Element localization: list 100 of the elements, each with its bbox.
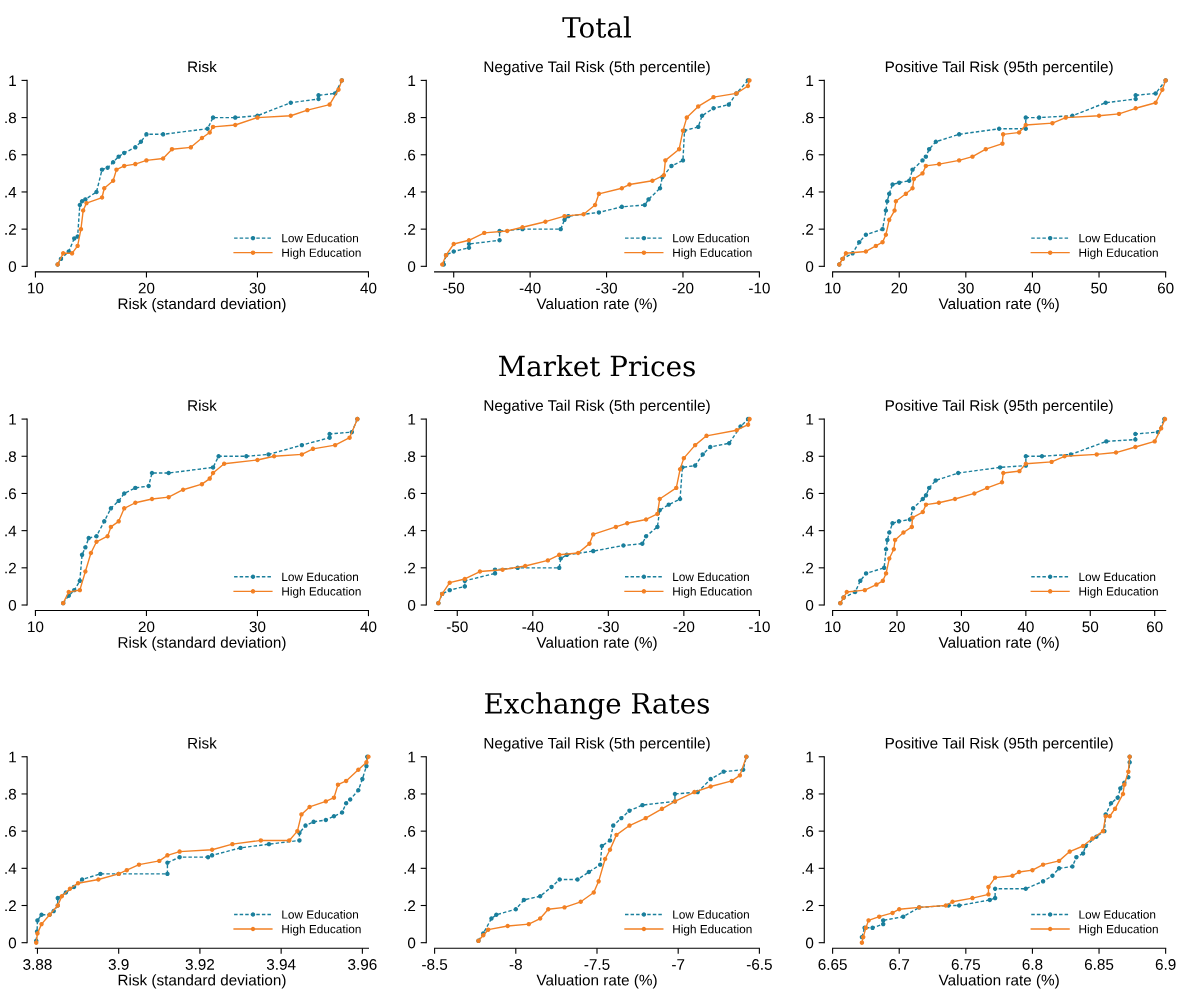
y-tick-label: .8 (404, 112, 416, 124)
legend-label: Low Education (1079, 572, 1156, 582)
y-tick-label: .6 (5, 826, 17, 837)
x-tick-label: -7.5 (584, 959, 610, 970)
x-tick-label: 3.88 (23, 959, 52, 970)
y-tick-label: .4 (5, 525, 17, 537)
y-tick-label: .8 (802, 112, 814, 124)
chart-title: Positive Tail Risk (95th percentile) (885, 61, 1113, 76)
y-tick-label: 1 (408, 751, 416, 763)
y-tick-label: .2 (5, 224, 16, 235)
x-tick-label: -40 (519, 282, 541, 294)
x-axis-title: Valuation rate (%) (938, 974, 1059, 989)
y-tick-label: .8 (5, 112, 17, 124)
legend-label: High Education (282, 248, 361, 260)
y-tick-label: 0 (805, 261, 814, 273)
legend-label: Low Education (673, 572, 749, 582)
x-tick-label: 3.96 (348, 959, 377, 970)
y-tick-label: .2 (404, 900, 416, 912)
y-tick-label: .8 (802, 451, 814, 462)
chart-title: Negative Tail Risk (5th percentile) (484, 61, 710, 76)
legend-label: Low Education (673, 233, 749, 243)
y-tick-label: .2 (802, 224, 814, 235)
x-tick-label: -20 (672, 282, 694, 294)
y-tick-label: 1 (806, 75, 814, 86)
x-tick-label: 30 (249, 282, 266, 294)
legend-label: Low Education (673, 910, 749, 919)
x-tick-label: -50 (443, 282, 465, 294)
x-tick-label: 6.75 (951, 959, 981, 970)
y-tick-label: 0 (8, 261, 17, 273)
x-tick-label: -6.5 (746, 959, 772, 970)
x-axis-title: Valuation rate (%) (536, 974, 657, 989)
y-tick-label: .2 (802, 562, 814, 574)
chart-title: Risk (188, 61, 217, 73)
x-tick-label: 20 (138, 282, 155, 294)
x-tick-label: 20 (891, 282, 908, 294)
chart-title: Negative Tail Risk (5th percentile) (484, 399, 710, 414)
x-tick-label: 6.7 (889, 959, 910, 970)
x-tick-label: 50 (1082, 621, 1099, 633)
x-axis-title: Risk (standard deviation) (118, 636, 286, 651)
x-tick-label: 3.92 (185, 959, 215, 970)
legend-label: High Education (673, 924, 752, 936)
text: Market Prices (499, 355, 695, 377)
x-axis-title: Valuation rate (%) (938, 297, 1059, 313)
legend-label: High Education (673, 586, 752, 598)
y-tick-label: .2 (5, 900, 16, 912)
y-tick-label: .4 (5, 863, 17, 874)
y-tick-label: .6 (802, 826, 814, 837)
y-tick-label: .4 (404, 863, 416, 874)
y-tick-label: .2 (802, 900, 814, 912)
x-tick-label: -8.5 (422, 959, 448, 970)
legend-label: High Education (1079, 924, 1158, 936)
y-tick-label: 1 (408, 414, 416, 425)
y-tick-label: .6 (404, 826, 416, 837)
y-tick-label: .8 (404, 788, 416, 800)
x-tick-label: 50 (1091, 282, 1107, 294)
x-tick-label: 10 (825, 282, 841, 294)
x-tick-label: -50 (446, 621, 468, 633)
x-tick-label: 10 (28, 282, 44, 294)
y-tick-label: .6 (802, 488, 814, 500)
y-tick-label: 1 (806, 751, 814, 763)
y-tick-label: 1 (806, 414, 814, 425)
y-tick-label: 0 (8, 599, 17, 611)
x-tick-label: 30 (249, 621, 266, 633)
x-tick-label: 6.85 (1084, 959, 1114, 970)
x-tick-label: 20 (138, 621, 155, 633)
x-tick-label: -20 (673, 621, 695, 633)
chart-title: Positive Tail Risk (95th percentile) (885, 399, 1113, 414)
y-tick-label: 1 (9, 414, 16, 425)
y-tick-label: .6 (802, 149, 814, 161)
x-axis-title: Valuation rate (%) (536, 636, 657, 651)
chart-title: Positive Tail Risk (95th percentile) (885, 737, 1113, 752)
y-tick-label: .6 (5, 488, 17, 500)
legend-label: Low Education (1079, 910, 1156, 919)
x-tick-label: -10 (749, 621, 770, 633)
x-tick-label: 30 (953, 621, 970, 633)
y-tick-label: 0 (805, 937, 814, 949)
x-tick-label: -8 (509, 959, 522, 970)
legend-label: High Education (282, 924, 361, 936)
text: Exchange Rates (485, 692, 709, 720)
legend-label: Low Education (282, 910, 358, 919)
x-tick-label: 40 (1017, 621, 1034, 633)
x-tick-label: 40 (360, 282, 377, 294)
x-tick-label: 40 (360, 621, 377, 633)
y-tick-label: .2 (404, 562, 416, 574)
y-tick-label: .8 (5, 451, 17, 462)
y-tick-label: .6 (404, 149, 416, 161)
y-tick-label: 0 (407, 937, 416, 949)
x-tick-label: 10 (825, 621, 841, 633)
x-tick-label: -7 (672, 959, 685, 970)
x-axis-title: Valuation rate (%) (938, 636, 1059, 651)
y-tick-label: 0 (805, 599, 814, 611)
y-tick-label: .4 (404, 525, 416, 537)
x-tick-label: -30 (596, 282, 617, 294)
y-tick-label: .6 (5, 149, 17, 161)
y-tick-label: .8 (5, 788, 17, 800)
x-tick-label: -30 (597, 621, 619, 633)
y-tick-label: .4 (802, 186, 814, 198)
y-tick-label: .8 (802, 788, 814, 800)
y-tick-label: .4 (404, 186, 416, 198)
y-tick-label: 1 (408, 75, 416, 86)
